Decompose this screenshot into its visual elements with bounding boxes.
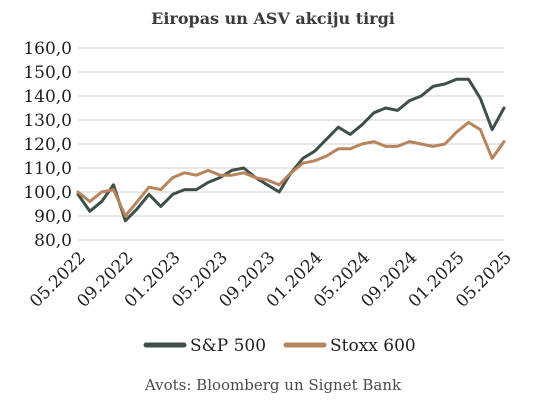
y-tick-label: 90,0 <box>34 207 72 227</box>
y-tick-label: 110,0 <box>23 159 72 179</box>
series-line-stoxx600 <box>76 120 506 218</box>
series-lines <box>76 77 506 223</box>
y-tick-label: 100,0 <box>23 183 72 203</box>
chart-title: Eiropas un ASV akciju tirgi <box>151 9 395 28</box>
y-tick-label: 120,0 <box>23 135 72 155</box>
series-line-sp500 <box>76 77 506 223</box>
source-note: Avots: Bloomberg un Signet Bank <box>144 376 402 394</box>
gridlines <box>78 47 504 241</box>
y-tick-label: 150,0 <box>23 63 72 83</box>
legend: S&P 500 Stoxx 600 <box>143 336 416 356</box>
y-axis-tick-labels: 160,0 150,0 140,0 130,0 120,0 110,0 100,0 90,0 8… <box>23 39 72 251</box>
y-tick-label: 130,0 <box>23 111 72 131</box>
y-tick-label: 140,0 <box>23 87 72 107</box>
legend-item-sp500-label: S&P 500 <box>190 336 266 356</box>
x-axis-tick-labels: 05.202209.202201.202305.202309.202301.20… <box>26 248 516 312</box>
y-tick-label: 160,0 <box>23 39 72 59</box>
y-tick-label: 80,0 <box>34 231 72 251</box>
legend-item-stoxx600-label: Stoxx 600 <box>330 336 416 356</box>
